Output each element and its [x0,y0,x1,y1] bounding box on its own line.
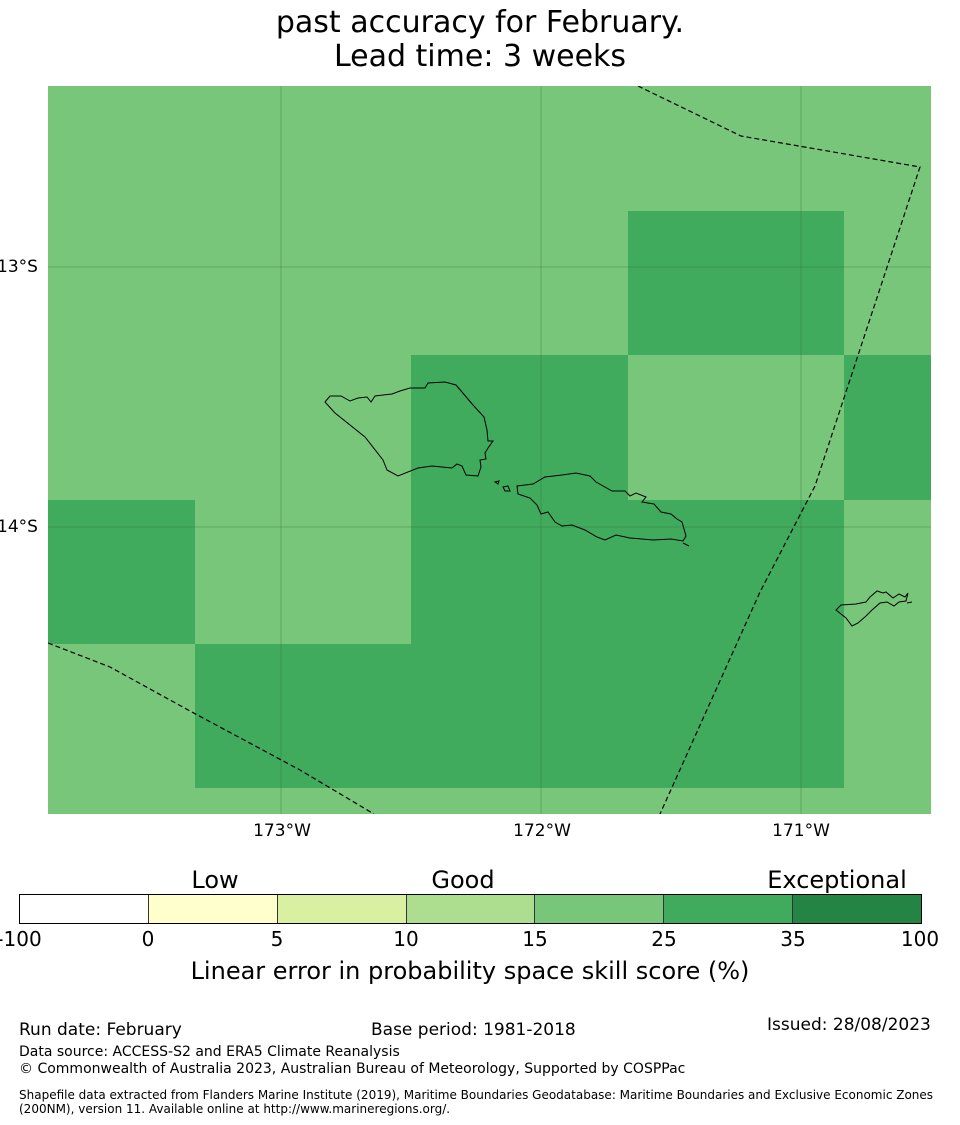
colorbar-segment [405,895,535,923]
colorbar-segment [534,895,664,923]
shapefile-credit-line-1: Shapefile data extracted from Flanders M… [19,1088,934,1102]
islet-aunuu [906,601,913,604]
islet-manono [502,485,511,492]
colorbar-title: Linear error in probability space skill … [190,957,750,985]
legend-category-exceptional: Exceptional [767,866,907,894]
islet-upolu-east [682,542,690,547]
skill-cell [844,355,931,500]
map-gridlines [48,86,931,814]
colorbar-tick-label: 5 [270,927,284,951]
colorbar-segment [20,895,148,923]
colorbar-tick-label: 100 [900,927,940,951]
colorbar-tick-label: 25 [651,927,677,951]
legend-colorbar [19,894,922,924]
colorbar-tick-label: -100 [0,927,42,951]
skill-cell [411,500,844,644]
longitude-label-172w: 172°W [513,821,571,841]
map-title-line-2: Lead time: 3 weeks [333,39,627,74]
islet-apolima [493,480,500,485]
skill-cell [628,211,844,355]
shapefile-credit-line-2: (200NM), version 11. Available online at… [19,1102,451,1116]
run-date: Run date: February [19,1020,182,1040]
island-tutuila [835,590,909,627]
latitude-label-14s: 14°S [0,517,38,537]
colorbar-tick-label: 10 [393,927,419,951]
maritime-boundary [48,86,921,814]
skill-cell [411,355,628,500]
longitude-label-171w: 171°W [772,821,830,841]
skill-map [48,86,931,814]
data-source: Data source: ACCESS-S2 and ERA5 Climate … [19,1044,400,1060]
map-title-line-1: past accuracy for February. [275,5,685,40]
colorbar-tick-label: 35 [780,927,806,951]
longitude-label-173w: 173°W [253,821,311,841]
copyright-notice: © Commonwealth of Australia 2023, Austra… [19,1061,686,1077]
latitude-label-13s: 13°S [0,257,38,277]
skill-cell [195,644,844,788]
colorbar-segment [663,895,793,923]
colorbar-tick-label: 0 [141,927,155,951]
colorbar-segment [792,895,922,923]
colorbar-tick-label: 15 [522,927,548,951]
legend-category-low: Low [191,866,239,894]
issued-date: Issued: 28/08/2023 [767,1015,931,1035]
skill-cell [48,500,195,644]
base-period: Base period: 1981-2018 [371,1020,576,1040]
legend-category-good: Good [431,866,495,894]
colorbar-segment [147,895,277,923]
island-savaii [324,381,494,477]
colorbar-segment [276,895,406,923]
island-upolu [516,472,687,542]
